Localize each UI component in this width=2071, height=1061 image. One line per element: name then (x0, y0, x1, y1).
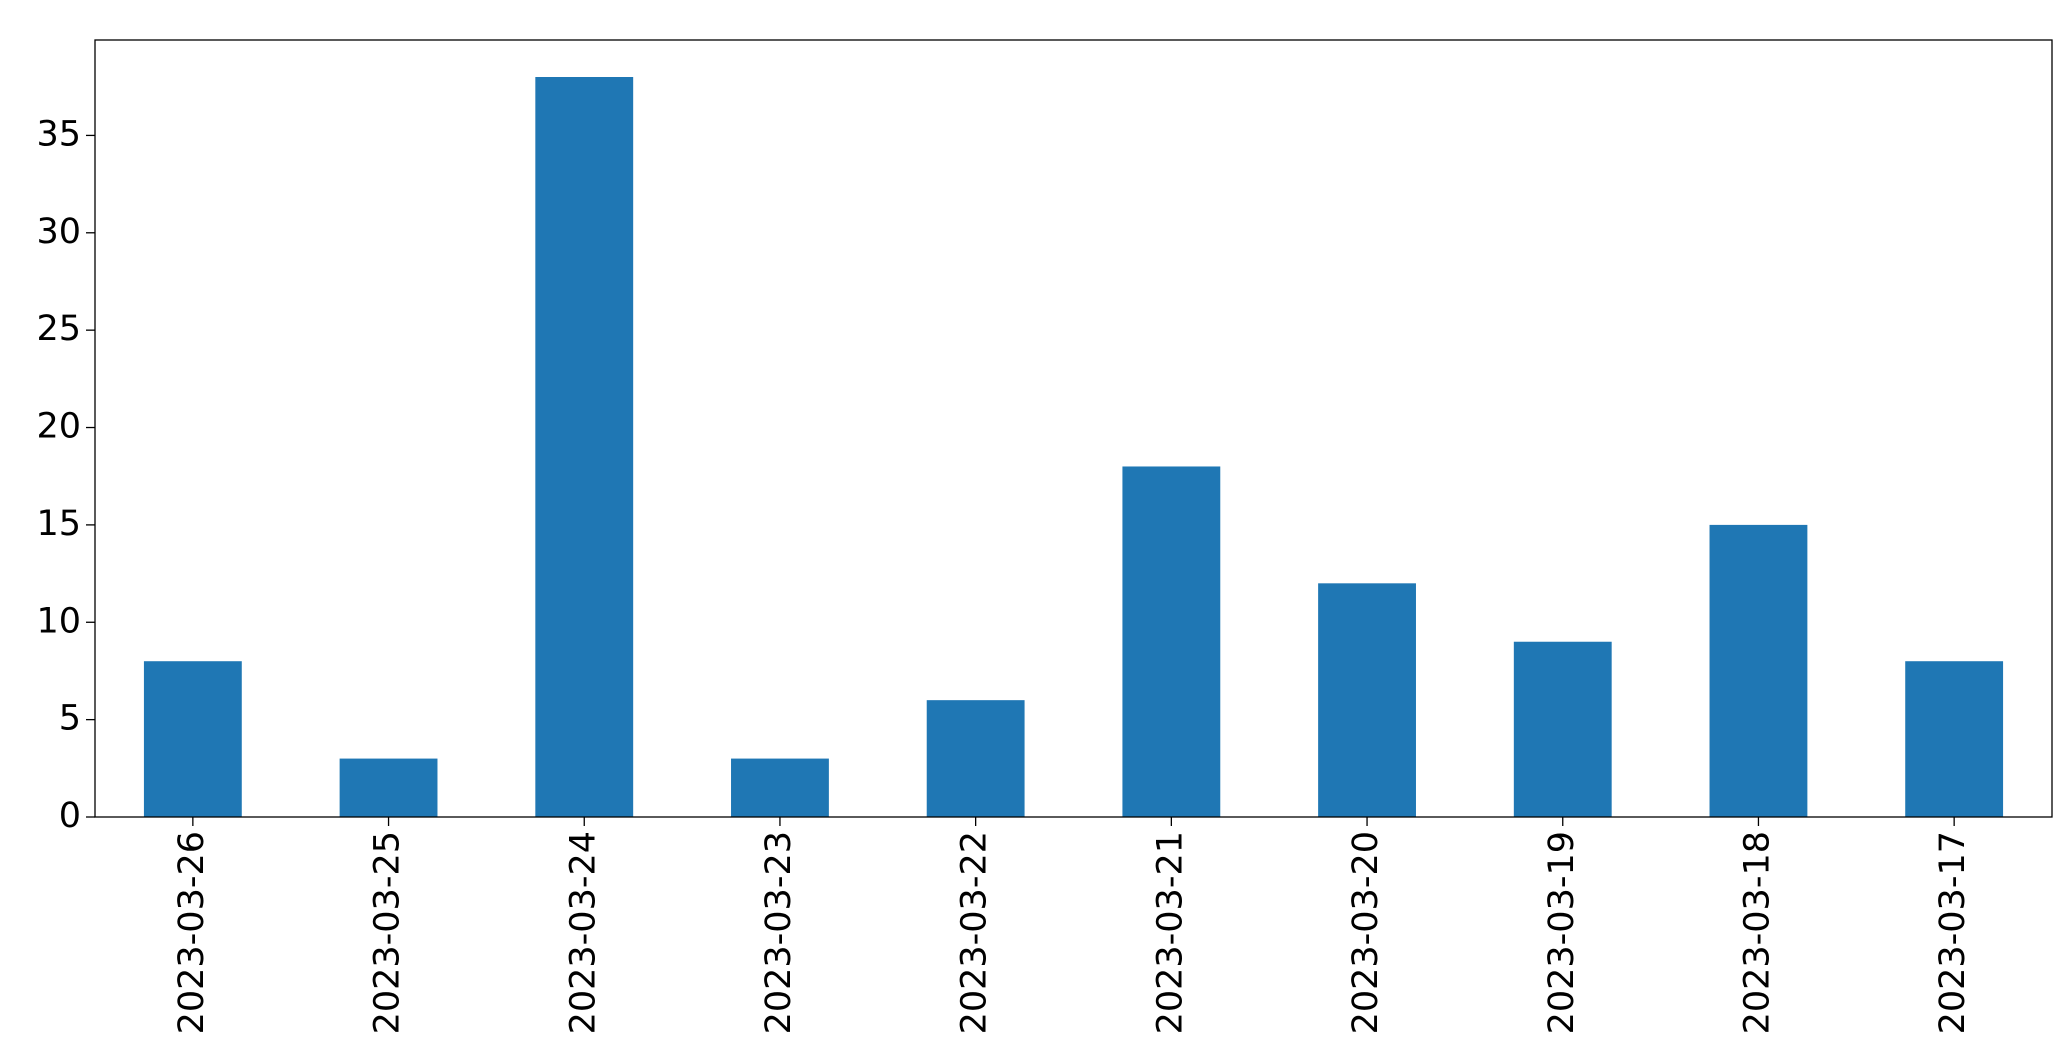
bar (1513, 641, 1612, 817)
y-tick-label: 25 (36, 309, 81, 349)
bar (1122, 466, 1221, 817)
x-tick-label: 2023-03-17 (1933, 831, 1973, 1034)
x-tick-label: 2023-03-23 (759, 831, 799, 1034)
bar (143, 661, 242, 817)
x-tick-label: 2023-03-22 (955, 831, 995, 1034)
bar (731, 758, 829, 817)
x-tick-label: 2023-03-26 (172, 831, 212, 1034)
x-tick-label: 2023-03-20 (1346, 831, 1386, 1034)
bar (339, 758, 438, 817)
y-tick-label: 20 (36, 407, 81, 447)
x-tick-label: 2023-03-21 (1150, 831, 1190, 1034)
bar (535, 77, 634, 817)
bar (1709, 524, 1808, 817)
x-tick-label: 2023-03-18 (1737, 831, 1777, 1034)
y-tick-label: 15 (36, 504, 81, 544)
bar (926, 700, 1025, 817)
plot-frame (94, 39, 2053, 818)
y-tick-label: 0 (59, 796, 81, 836)
x-tick-label: 2023-03-25 (368, 831, 408, 1034)
x-tick-label: 2023-03-24 (563, 831, 603, 1034)
bar (1318, 583, 1416, 817)
y-tick-label: 10 (36, 601, 81, 641)
y-tick-label: 5 (59, 699, 81, 739)
y-tick-label: 35 (36, 114, 81, 154)
y-tick-label: 30 (36, 212, 81, 252)
x-tick-label: 2023-03-19 (1542, 831, 1582, 1034)
bar (1905, 661, 2004, 817)
